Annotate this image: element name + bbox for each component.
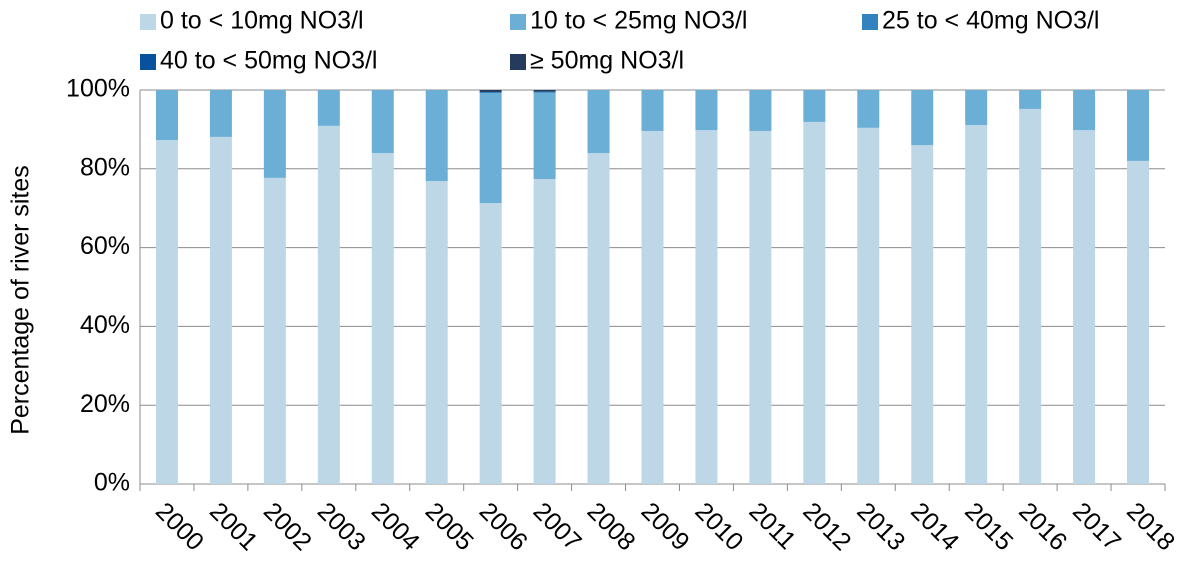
bar-segment [533, 92, 556, 180]
x-tick-label: 2011 [743, 497, 801, 555]
bar-segment [155, 140, 178, 484]
legend-swatch [140, 54, 156, 70]
bar-segment [695, 130, 718, 485]
bar-segment [479, 91, 502, 94]
legend-swatch [510, 14, 526, 30]
bar-segment [857, 90, 880, 128]
bar-segment [317, 125, 340, 484]
x-tick-label: 2004 [366, 497, 425, 556]
x-tick-label: 2005 [420, 497, 479, 556]
x-tick-label: 2009 [636, 497, 695, 556]
bar-segment [803, 90, 826, 122]
x-tick-label: 2010 [690, 497, 749, 556]
bar-segment [641, 130, 664, 484]
x-tick-label: 2000 [150, 497, 209, 556]
bar-segment [587, 90, 610, 154]
bar-segment [911, 145, 934, 484]
y-tick-label: 20% [80, 390, 130, 418]
y-tick-label: 0% [94, 469, 130, 497]
bar-segment [263, 177, 286, 484]
bar-segment [425, 90, 448, 182]
y-tick-label: 100% [66, 75, 130, 103]
y-axis-label: Percentage of river sites [7, 165, 35, 435]
bar-segment [965, 90, 988, 126]
legend-label: 40 to < 50mg NO3/l [160, 47, 377, 75]
x-tick-label: 2002 [258, 497, 317, 556]
legend-swatch [510, 54, 526, 70]
x-tick-label: 2008 [582, 497, 641, 556]
legend-swatch [862, 14, 878, 30]
bar-segment [533, 179, 556, 484]
bar-segment [209, 136, 232, 485]
bar-segment [371, 153, 394, 485]
legend-label: 10 to < 25mg NO3/l [530, 7, 747, 35]
bar-segment [479, 90, 502, 92]
bar-segment [155, 90, 178, 141]
x-tick-label: 2013 [851, 497, 910, 556]
bar-segment [803, 121, 826, 484]
bar-segment [533, 90, 556, 92]
x-tick-label: 2001 [204, 497, 263, 556]
bar-segment [533, 91, 556, 93]
bar-segment [479, 203, 502, 484]
x-tick-label: 2007 [528, 497, 587, 556]
x-tick-label: 2003 [312, 497, 371, 556]
bar-segment [641, 90, 664, 131]
legend-label: 25 to < 40mg NO3/l [882, 7, 1099, 35]
y-tick-label: 60% [80, 232, 130, 260]
x-tick-label: 2017 [1067, 497, 1126, 556]
bar-segment [371, 90, 394, 154]
bar-segment [1019, 108, 1042, 485]
bar-segment [965, 125, 988, 484]
bar-segment [263, 90, 286, 178]
legend-label: 0 to < 10mg NO3/l [160, 7, 364, 35]
bar-segment [1127, 160, 1150, 485]
bar-segment [1127, 90, 1150, 161]
bar-segment [857, 127, 880, 484]
bar-segment [749, 130, 772, 484]
x-tick-label: 2012 [797, 497, 856, 556]
bar-segment [695, 90, 718, 131]
x-tick-label: 2016 [1013, 497, 1072, 556]
x-tick-label: 2006 [474, 497, 533, 556]
legend-label: ≥ 50mg NO3/l [530, 47, 684, 75]
bar-segment [1019, 90, 1042, 109]
y-tick-label: 40% [80, 311, 130, 339]
bar-segment [479, 93, 502, 204]
y-tick-label: 80% [80, 153, 130, 181]
legend-swatch [140, 14, 156, 30]
x-tick-label: 2018 [1121, 497, 1180, 556]
bar-segment [209, 90, 232, 137]
x-tick-label: 2014 [905, 497, 964, 556]
bar-segment [425, 181, 448, 484]
x-tick-label: 2015 [959, 497, 1018, 556]
bar-segment [749, 90, 772, 131]
bar-segment [1073, 90, 1096, 131]
bar-segment [1073, 130, 1096, 485]
bar-segment [587, 153, 610, 485]
bar-segment [317, 90, 340, 126]
bar-segment [911, 90, 934, 146]
